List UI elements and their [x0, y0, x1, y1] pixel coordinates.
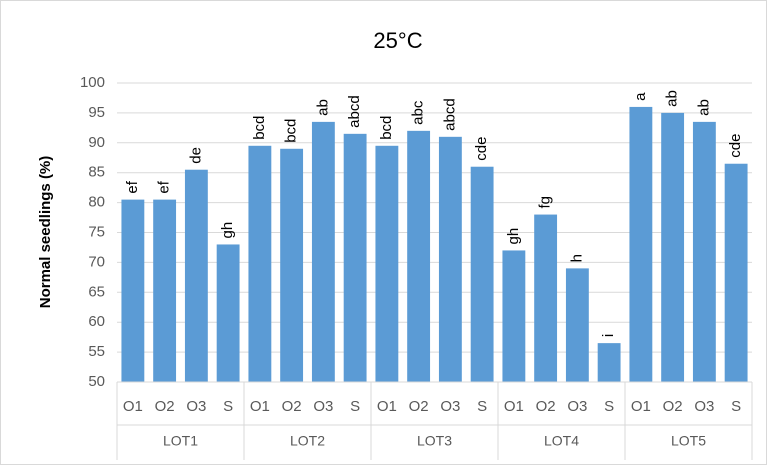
bar: [343, 133, 367, 382]
x-tick-label: O1: [504, 398, 524, 415]
bar: [216, 244, 240, 382]
bar: [121, 199, 145, 382]
y-tick-label: 50: [88, 373, 105, 390]
y-tick-label: 90: [88, 134, 105, 151]
annotation: cde: [473, 137, 490, 161]
annotation: bcd: [378, 116, 395, 140]
bar: [153, 199, 177, 382]
bar: [438, 136, 462, 382]
bar: [565, 268, 589, 382]
bar: [311, 121, 335, 383]
x-tick-label: S: [477, 398, 487, 415]
x-tick-label: O2: [282, 398, 302, 415]
y-axis-label: Normal seedlings (%): [37, 156, 54, 309]
annotation: ab: [664, 90, 681, 107]
bar: [280, 148, 304, 382]
chart-title: 25°C: [373, 28, 422, 53]
group-label: LOT5: [671, 433, 706, 449]
bar: [375, 145, 399, 382]
y-tick-label: 65: [88, 283, 105, 300]
annotation: ab: [695, 99, 712, 116]
y-tick-label: 75: [88, 223, 105, 240]
annotation: h: [568, 254, 585, 262]
x-tick-label: O3: [313, 398, 333, 415]
x-tick-label: O2: [409, 398, 429, 415]
y-tick-label: 100: [80, 74, 105, 91]
y-tick-label: 80: [88, 194, 105, 211]
x-tick-label: O3: [694, 398, 714, 415]
annotation: a: [632, 92, 649, 101]
bar: [597, 343, 621, 382]
x-tick-label: O1: [377, 398, 397, 415]
annotation: ef: [124, 180, 141, 193]
x-tick-label: O2: [663, 398, 683, 415]
x-tick-label: O2: [536, 398, 556, 415]
y-tick-label: 55: [88, 343, 105, 360]
annotation: gh: [505, 228, 522, 245]
bar: [407, 130, 431, 382]
x-tick-label: O3: [567, 398, 587, 415]
x-tick-label: O1: [123, 398, 143, 415]
y-tick-label: 85: [88, 164, 105, 181]
y-tick-label: 60: [88, 313, 105, 330]
annotation: fg: [537, 196, 554, 209]
annotation: abcd: [346, 95, 363, 128]
annotation: abcd: [441, 98, 458, 131]
annotation: bcd: [283, 119, 300, 143]
annotation: de: [187, 147, 204, 164]
bar: [629, 106, 653, 383]
bar: [184, 169, 208, 382]
group-label: LOT3: [417, 433, 452, 449]
x-tick-label: S: [223, 398, 233, 415]
bar: [692, 121, 716, 383]
y-tick-label: 95: [88, 104, 105, 121]
bar: [724, 163, 748, 382]
annotation: ab: [314, 99, 331, 116]
annotation: abc: [410, 100, 427, 125]
bar: [470, 166, 494, 382]
bar: [534, 214, 558, 382]
x-tick-label: O3: [440, 398, 460, 415]
annotation: bcd: [251, 116, 268, 140]
annotation: ef: [156, 180, 173, 193]
x-tick-label: S: [604, 398, 614, 415]
annotation: gh: [219, 222, 236, 239]
annotation: i: [600, 334, 617, 337]
bar: [248, 145, 272, 382]
group-label: LOT1: [163, 433, 198, 449]
x-tick-label: O2: [155, 398, 175, 415]
x-tick-label: S: [350, 398, 360, 415]
annotation: cde: [727, 134, 744, 158]
x-tick-label: O1: [250, 398, 270, 415]
x-tick-label: O1: [631, 398, 651, 415]
x-tick-label: O3: [186, 398, 206, 415]
bar: [661, 112, 685, 383]
x-tick-label: S: [731, 398, 741, 415]
y-tick-label: 70: [88, 253, 105, 270]
group-label: LOT4: [544, 433, 579, 449]
bar: [502, 250, 526, 382]
group-label: LOT2: [290, 433, 325, 449]
